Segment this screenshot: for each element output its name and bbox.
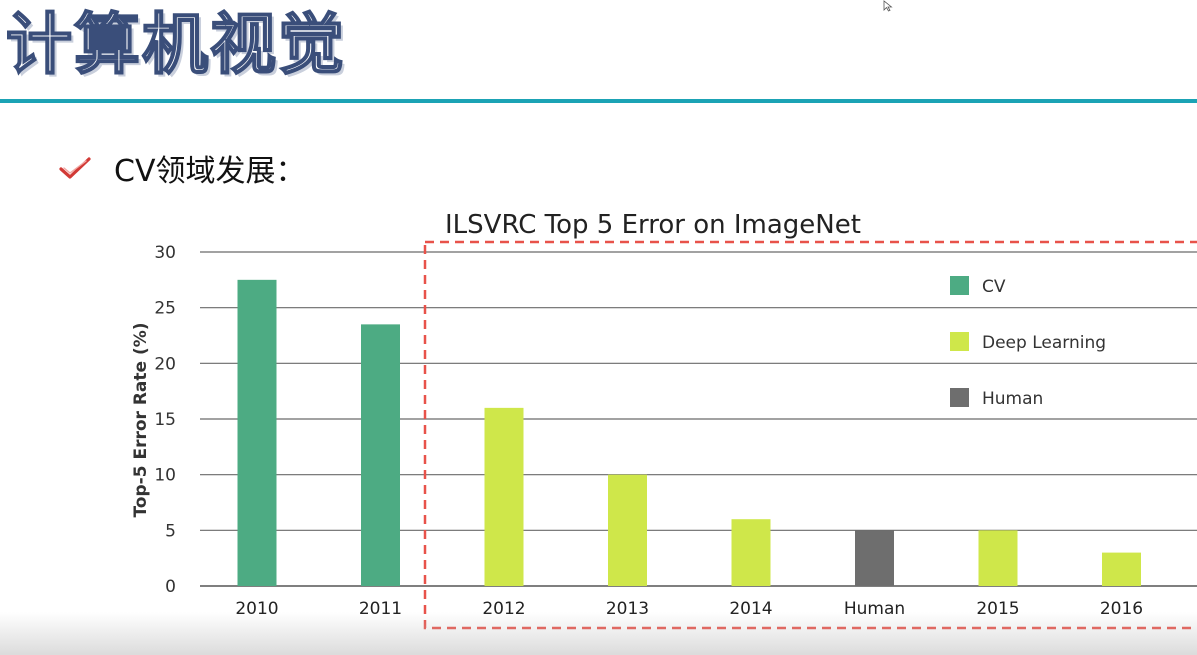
y-tick-label: 10 [154, 466, 176, 486]
bar-2012 [484, 407, 524, 586]
legend-swatch [950, 388, 969, 407]
check-icon [59, 157, 91, 179]
y-axis-label: Top-5 Error Rate (%) [131, 322, 151, 517]
legend-label: Human [982, 389, 1043, 409]
legend-swatch [950, 332, 969, 351]
bar-human [855, 530, 894, 586]
y-tick-label: 25 [154, 299, 176, 319]
deep-learning-highlight-box [423, 240, 1197, 630]
gridlines [200, 251, 1197, 587]
chart-title: ILSVRC Top 5 Error on ImageNet [445, 210, 861, 240]
cursor-icon [883, 0, 893, 12]
legend-swatch [950, 276, 969, 295]
legend: CV Deep Learning Human [950, 276, 1106, 409]
y-tick-label: 30 [154, 243, 176, 263]
bar-2015 [978, 530, 1018, 586]
y-tick-label: 5 [165, 521, 176, 541]
legend-label: CV [982, 277, 1006, 297]
y-tick-label: 15 [154, 410, 176, 430]
y-tick-label: 0 [165, 577, 176, 597]
bullet-row: CV领域发展： [58, 146, 305, 190]
y-tick-label: 20 [154, 354, 176, 374]
bar-2010 [237, 279, 277, 586]
bar-2013 [608, 474, 647, 586]
y-tick-labels: 0 5 10 15 20 25 30 [154, 243, 176, 597]
legend-label: Deep Learning [982, 333, 1106, 353]
bars [237, 279, 1141, 586]
bullet-text: CV领域发展： [114, 154, 306, 189]
bar-2014 [731, 519, 771, 586]
bar-2011 [361, 324, 400, 586]
title-divider [0, 99, 1197, 103]
bar-2016 [1102, 552, 1141, 586]
bottom-shade [0, 612, 1197, 655]
slide-title: 计算机视觉 [5, 4, 346, 84]
